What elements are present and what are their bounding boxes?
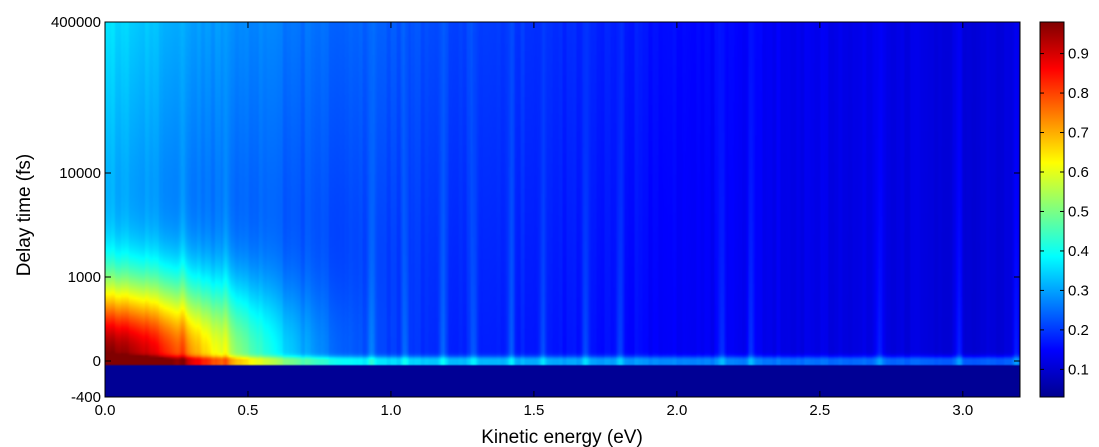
y-axis-ticks: -400 0 1000 10000 400000	[51, 14, 1020, 406]
x-tick-label: 1.0	[381, 402, 402, 419]
colorbar-ticks: 0.1 0.2 0.3 0.4 0.5 0.6 0.7 0.8 0.9	[1040, 46, 1089, 378]
x-tick-label: 0.0	[95, 402, 116, 419]
colorbar-tick-label: 0.6	[1068, 164, 1089, 181]
x-tick-label: 2.0	[666, 402, 687, 419]
colorbar-tick-label: 0.8	[1068, 85, 1089, 102]
x-axis-ticks: 0.0 0.5 1.0 1.5 2.0 2.5 3.0	[95, 22, 973, 419]
colorbar-tick-label: 0.7	[1068, 125, 1089, 142]
x-tick-label: 2.5	[809, 402, 830, 419]
plot-frame	[104, 21, 1021, 398]
y-tick-label: 1000	[68, 269, 101, 286]
colorbar-tick-label: 0.5	[1068, 203, 1089, 220]
plot-area	[104, 21, 1021, 398]
colorbar-tick-label: 0.1	[1068, 361, 1089, 378]
x-tick-label: 3.0	[952, 402, 973, 419]
y-tick-label: 0	[93, 353, 101, 370]
colorbar-tick-label: 0.2	[1068, 322, 1089, 339]
x-axis-label: Kinetic energy (eV)	[481, 427, 643, 447]
colorbar-tick-label: 0.4	[1068, 243, 1089, 260]
x-tick-label: 0.5	[238, 402, 259, 419]
colorbar-gradient	[1039, 21, 1065, 398]
y-tick-label: -400	[71, 389, 101, 406]
colorbar-tick-label: 0.3	[1068, 282, 1089, 299]
x-tick-label: 1.5	[523, 402, 544, 419]
y-axis-label: Delay time (fs)	[14, 154, 35, 276]
y-tick-label: 10000	[59, 165, 101, 182]
colorbar-tick-label: 0.9	[1068, 46, 1089, 63]
heatmap-image	[105, 22, 1020, 397]
colorbar: 0.1 0.2 0.3 0.4 0.5 0.6 0.7 0.8 0.9	[1039, 21, 1089, 398]
y-tick-label: 400000	[51, 14, 101, 31]
